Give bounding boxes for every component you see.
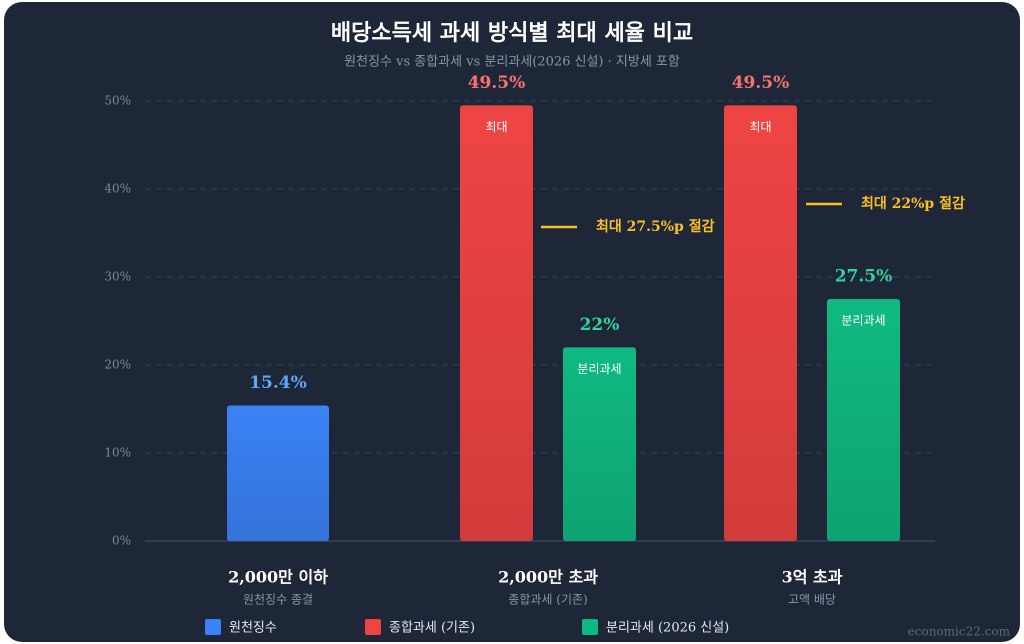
bar-inner-label: 최대 <box>485 120 507 134</box>
legend-swatch <box>582 619 598 635</box>
bar-inner-label: 최대 <box>749 120 771 134</box>
x-tick-sublabel: 고액 배당 <box>788 593 836 607</box>
bar-shade <box>227 405 329 541</box>
legend-label: 종합과세 (기존) <box>389 621 475 636</box>
y-tick-label: 10% <box>104 446 131 460</box>
value-label: 49.5% <box>468 73 526 93</box>
bar-inner-label: 분리과세 <box>577 362 621 376</box>
chart-subtitle: 원천징수 vs 종합과세 vs 분리과세(2026 신설) · 지방세 포함 <box>344 55 680 70</box>
annotation: 최대 22%p 절감 <box>861 195 965 212</box>
value-label: 22% <box>580 315 620 335</box>
y-tick-label: 50% <box>104 94 131 108</box>
y-tick-label: 40% <box>104 182 131 196</box>
bar-shade <box>460 105 533 542</box>
x-tick-label: 2,000만 이하 <box>228 568 328 587</box>
value-label: 49.5% <box>732 73 790 93</box>
y-tick-label: 20% <box>104 358 131 372</box>
y-tick-label: 30% <box>104 270 131 284</box>
legend-swatch <box>205 619 221 635</box>
y-tick-label: 0% <box>112 534 131 548</box>
legend-swatch <box>365 619 381 635</box>
legend-label: 원천징수 <box>229 621 277 636</box>
chart-title: 배당소득세 과세 방식별 최대 세율 비교 <box>331 20 693 46</box>
x-tick-sublabel: 원천징수 종결 <box>243 592 313 607</box>
x-tick-label: 3억 초과 <box>782 568 843 587</box>
legend-label: 분리과세 (2026 신설) <box>606 621 729 636</box>
annotation: 최대 27.5%p 절감 <box>596 218 715 235</box>
bar-shade <box>827 299 900 541</box>
x-tick-sublabel: 종합과세 (기존) <box>508 593 587 607</box>
value-label: 27.5% <box>835 267 893 287</box>
value-label: 15.4% <box>249 373 307 393</box>
x-tick-label: 2,000만 초과 <box>498 568 598 587</box>
bar-inner-label: 분리과세 <box>841 314 885 328</box>
bar-shade <box>563 347 636 541</box>
watermark: economic22.com <box>908 625 1011 639</box>
bar-shade <box>724 105 797 542</box>
